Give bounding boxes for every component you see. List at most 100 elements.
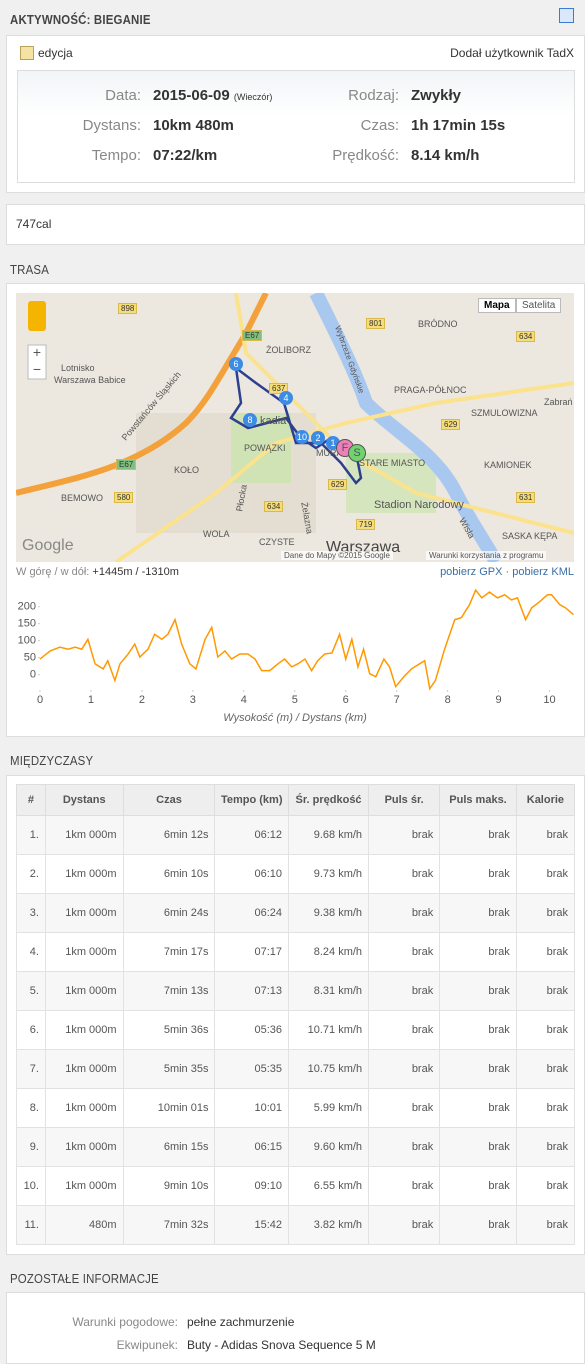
cell: brak — [368, 971, 441, 1011]
cell: brak — [368, 1205, 441, 1245]
cell: brak — [368, 854, 441, 894]
cell: 8.31 km/h — [288, 971, 370, 1011]
map-marker[interactable]: 4 — [279, 391, 293, 405]
map-label: 631 — [516, 492, 536, 503]
elevation-chart: Wysokość (m) / Dystans (km) 050100150200… — [18, 588, 574, 724]
map-label: STARE MIASTO — [359, 458, 426, 468]
column-header: # — [16, 784, 46, 816]
cell: 1km 000m — [44, 971, 124, 1011]
page-title: AKTYWNOŚĆ: BIEGANIE — [10, 12, 151, 27]
cell: brak — [515, 1166, 576, 1206]
cell: brak — [515, 932, 576, 972]
header-row: # Dystans Czas Tempo (km) Śr. prędkość Puls ś… — [16, 784, 576, 816]
split-row: 6. 1km 000m 5min 36s 05:36 10.71 km/h brak bra… — [16, 1010, 576, 1050]
map-label: BRÓDNO — [418, 319, 458, 329]
map-marker[interactable]: 2 — [311, 431, 325, 445]
elevation-value: +1445m / -1310m — [92, 566, 179, 578]
map-marker[interactable]: 10 — [295, 430, 309, 444]
kml-link[interactable]: pobierz KML — [512, 566, 574, 578]
splits-table: # Dystans Czas Tempo (km) Śr. prędkość Puls ś… — [16, 784, 576, 1245]
y-tick-label: 150 — [18, 618, 36, 630]
map-label: 580 — [114, 492, 134, 503]
road — [234, 293, 574, 535]
map-marker[interactable]: 8 — [243, 413, 257, 427]
cell: 6min 10s — [122, 854, 216, 894]
map-button[interactable]: Satelita — [516, 298, 562, 313]
other-panel: Warunki pogodowe: pełne zachmurzenie Ekw… — [6, 1292, 585, 1364]
info-value: pełne zachmurzenie — [187, 1315, 295, 1329]
gpx-link[interactable]: pobierz GPX — [440, 566, 503, 578]
map-label: E67 — [242, 330, 263, 341]
edit-icon — [20, 46, 34, 60]
split-row: 7. 1km 000m 5min 35s 05:35 10.75 km/h brak bra… — [16, 1049, 576, 1089]
field-value: 10km 480m — [153, 117, 234, 134]
column-header: Tempo (km) — [214, 784, 290, 816]
x-tick-label: 8 — [445, 694, 451, 706]
x-tick-label: 4 — [241, 694, 247, 706]
cell: brak — [515, 1205, 576, 1245]
field-value: Zwykły — [411, 87, 462, 104]
map-label: KOŁO — [174, 465, 200, 475]
details: Data: 2015-06-09 (Wieczór) Rodzaj: Zwykł… — [17, 70, 575, 183]
zoom-in[interactable]: + — [33, 344, 41, 360]
column-header: Śr. prędkość — [288, 784, 370, 816]
cell: 1km 000m — [44, 893, 124, 933]
cell: brak — [368, 1166, 441, 1206]
info-label: Ekwipunek: — [116, 1338, 178, 1352]
edit-link[interactable]: edycja — [38, 46, 73, 60]
x-tick-label: 3 — [190, 694, 196, 706]
map-label: 634 — [516, 331, 536, 342]
map-label: kadia — [260, 415, 287, 427]
cell: 8. — [16, 1088, 46, 1128]
map-label: 637 — [269, 383, 289, 394]
road — [16, 293, 269, 496]
cell: 1km 000m — [44, 815, 124, 855]
cell: brak — [368, 1010, 441, 1050]
column-header: Czas — [122, 784, 216, 816]
column-header: Kalorie — [515, 784, 576, 816]
cell: 11. — [16, 1205, 46, 1245]
cell: brak — [368, 815, 441, 855]
fullscreen-icon[interactable] — [559, 8, 574, 23]
cell: 1km 000m — [44, 1049, 124, 1089]
map-label: CZYSTE — [259, 537, 295, 547]
split-row: 3. 1km 000m 6min 24s 06:24 9.38 km/h brak brak… — [16, 893, 576, 933]
user-link[interactable]: TadX — [546, 46, 574, 60]
section-title: TRASA — [10, 262, 50, 277]
cell: brak — [439, 1088, 517, 1128]
x-tick-label: 0 — [37, 694, 43, 706]
cell: brak — [515, 971, 576, 1011]
zoom-control[interactable] — [27, 344, 47, 380]
section-title: POZOSTAŁE INFORMACJE — [10, 1271, 159, 1286]
cell: 6. — [16, 1010, 46, 1050]
cell: 1km 000m — [44, 932, 124, 972]
cell: brak — [515, 1049, 576, 1089]
map-button[interactable]: Mapa — [478, 298, 516, 313]
y-tick-label: 0 — [30, 669, 36, 681]
x-tick-label: 10 — [543, 694, 555, 706]
cell: brak — [439, 1205, 517, 1245]
map-marker[interactable]: 6 — [229, 357, 243, 371]
map[interactable]: + − Mapa Satelita 898 E67 ŻOLIBORZ 637 8… — [16, 293, 574, 562]
map-label: BEMOWO — [61, 493, 103, 503]
cell: 8.24 km/h — [288, 932, 370, 972]
map-label: 629 — [441, 419, 461, 430]
map-label: ŻOLIBORZ — [266, 345, 312, 355]
cell: 06:15 — [214, 1127, 290, 1167]
start-marker[interactable]: S — [348, 444, 366, 462]
cell: 10min 01s — [122, 1088, 216, 1128]
pegman[interactable] — [28, 301, 46, 331]
cell: 7min 13s — [122, 971, 216, 1011]
date: 2015-06-09 — [153, 87, 230, 104]
added-by: Dodał użytkownik TadX — [450, 46, 574, 60]
zoom-out[interactable]: − — [33, 361, 41, 377]
cell: 9. — [16, 1127, 46, 1167]
cell: brak — [368, 1127, 441, 1167]
map-terms[interactable]: Warunki korzystania z programu — [426, 551, 547, 560]
cell: brak — [439, 971, 517, 1011]
cell: 6.55 km/h — [288, 1166, 370, 1206]
cell: 5.99 km/h — [288, 1088, 370, 1128]
google-logo: Google — [22, 537, 74, 554]
cell: brak — [368, 893, 441, 933]
cell: 2. — [16, 854, 46, 894]
